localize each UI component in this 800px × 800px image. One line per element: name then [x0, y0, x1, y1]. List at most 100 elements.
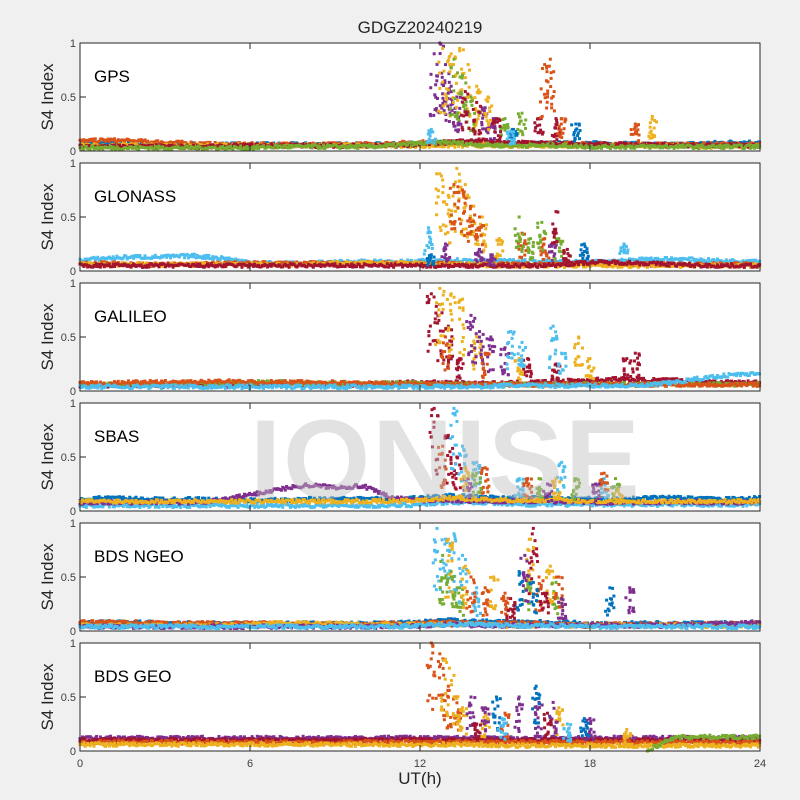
data-point-red [222, 263, 226, 267]
data-point-orange [115, 140, 119, 144]
data-point-orange [559, 128, 563, 132]
data-point-green [522, 122, 526, 126]
data-point-green [700, 143, 704, 147]
data-point-cyan [431, 130, 435, 134]
data-point-red [132, 262, 136, 266]
data-point-cyan [114, 256, 118, 260]
data-point-green [107, 146, 111, 150]
data-point-orange [156, 139, 160, 143]
data-point-orange [549, 76, 553, 80]
data-point-cyan [503, 258, 507, 262]
data-point-green [675, 144, 679, 148]
data-point-gold [653, 118, 657, 122]
data-point-gold [648, 136, 652, 140]
data-point-green [188, 147, 192, 151]
data-point-red [223, 265, 227, 269]
data-point-green [367, 143, 371, 147]
data-point-purple [449, 97, 453, 101]
data-point-cyan [709, 260, 713, 264]
data-point-cyan [190, 252, 194, 256]
data-point-purple [435, 74, 439, 78]
data-point-purple [441, 92, 445, 96]
data-point-cyan [212, 257, 216, 261]
data-point-cyan [649, 256, 653, 260]
data-point-orange [543, 92, 547, 96]
data-point-gold [486, 95, 490, 99]
data-point-red [469, 138, 473, 142]
data-point-orange [146, 139, 150, 143]
data-point-green [696, 147, 700, 151]
data-point-green [390, 143, 394, 147]
data-point-cyan [509, 130, 513, 134]
data-point-green [517, 122, 521, 126]
data-point-green [472, 122, 476, 126]
data-point-green [129, 145, 133, 149]
data-point-purple [429, 114, 433, 118]
data-point-green [281, 146, 285, 150]
data-point-gold [466, 95, 470, 99]
data-point-gold [191, 261, 195, 265]
data-point-cyan [428, 131, 432, 135]
data-point-orange [559, 132, 563, 136]
data-point-purple [449, 103, 453, 107]
data-point-red [102, 265, 106, 269]
data-point-red [737, 145, 741, 149]
data-point-gold [311, 261, 315, 265]
data-point-gold [474, 107, 478, 111]
data-point-green [149, 145, 153, 149]
data-point-red [111, 262, 115, 266]
data-point-green [681, 143, 685, 147]
data-point-orange [722, 141, 726, 145]
data-point-green [503, 123, 507, 127]
data-point-gold [475, 91, 479, 95]
data-point-orange [552, 70, 556, 74]
data-point-red [93, 264, 97, 268]
data-point-red [208, 143, 212, 147]
data-point-red [493, 130, 497, 134]
data-point-purple [440, 75, 444, 79]
data-point-red [498, 118, 502, 122]
data-point-gold [456, 98, 460, 102]
data-point-red [597, 141, 601, 145]
data-point-cyan [214, 255, 218, 259]
data-point-green [114, 147, 118, 151]
data-point-orange [546, 80, 550, 84]
data-point-green [731, 145, 735, 149]
data-point-red [746, 145, 750, 149]
data-point-green [452, 57, 456, 61]
data-point-green [84, 144, 88, 148]
data-point-red [235, 264, 239, 268]
data-point-gold [630, 264, 634, 268]
data-point-red [242, 142, 246, 146]
data-point-cyan [724, 258, 728, 262]
data-point-orange [550, 102, 554, 106]
data-point-orange [295, 260, 299, 264]
data-point-green [383, 144, 387, 148]
data-point-purple [429, 86, 433, 90]
data-point-cyan [206, 256, 209, 260]
data-point-cyan [556, 259, 560, 263]
data-point-cyan [202, 254, 206, 258]
data-point-red [151, 143, 155, 147]
data-point-gold [360, 259, 364, 263]
data-point-orange [631, 132, 635, 136]
data-point-red [533, 121, 537, 125]
data-point-gold [453, 145, 457, 149]
data-point-red [352, 263, 356, 267]
data-point-gold [441, 104, 445, 108]
data-point-green [226, 147, 230, 151]
data-point-cyan [594, 258, 598, 262]
data-point-green [452, 89, 456, 93]
data-point-gold [457, 144, 461, 148]
data-point-red [206, 262, 209, 266]
data-point-purple [482, 109, 486, 113]
data-point-cyan [189, 255, 193, 259]
data-point-orange [733, 261, 737, 265]
data-point-green [463, 108, 467, 112]
data-point-green [457, 140, 461, 144]
data-point-gold [477, 114, 481, 118]
data-point-orange [559, 122, 563, 126]
data-point-green [755, 145, 759, 149]
data-point-purple [434, 83, 438, 87]
data-point-green [237, 146, 241, 150]
